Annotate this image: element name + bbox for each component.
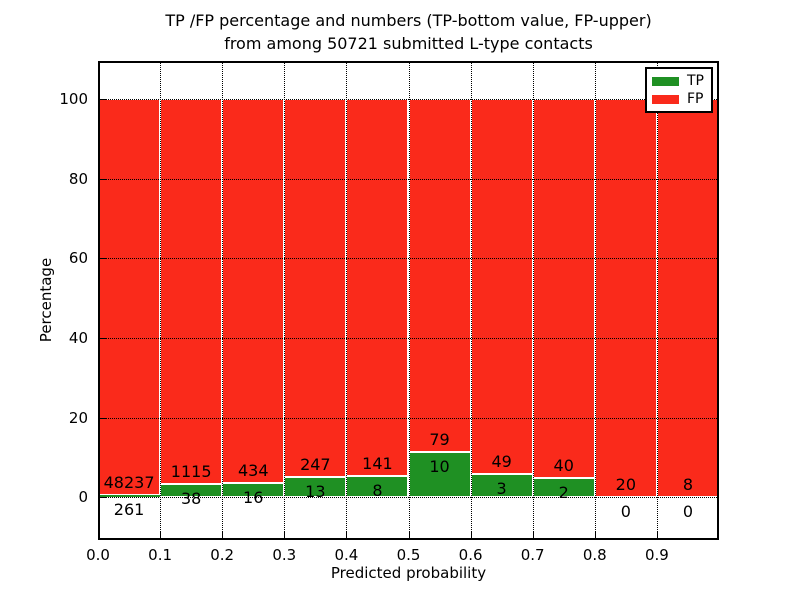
bar-segment-fp <box>656 99 719 497</box>
bar-segment-fp <box>160 99 223 484</box>
x-tick <box>98 532 99 540</box>
x-gridline <box>594 61 596 540</box>
x-gridline <box>222 61 224 540</box>
legend-item-tp: TP <box>652 73 706 89</box>
y-tick-label: 100 <box>59 90 88 109</box>
y-gridline <box>98 497 719 498</box>
x-gridline <box>656 61 658 540</box>
y-gridline <box>98 337 719 339</box>
fp-count-label: 48237 <box>103 472 155 492</box>
tp-count-label: 3 <box>496 479 507 499</box>
x-gridline <box>532 61 534 540</box>
legend-item-fp: FP <box>652 91 706 107</box>
bar-segment-tp <box>98 494 161 497</box>
y-tick <box>98 337 106 339</box>
bar-segment-fp <box>408 99 471 453</box>
x-tick-label: 0.6 <box>458 546 483 564</box>
y-gridline <box>98 258 719 260</box>
x-tick-label: 0.8 <box>582 546 607 564</box>
x-tick <box>656 532 658 540</box>
tp-count-label: 10 <box>429 457 450 477</box>
legend-label-tp: TP <box>687 73 704 89</box>
tp-count-label: 261 <box>113 499 145 519</box>
x-tick <box>346 532 348 540</box>
y-gridline <box>98 417 719 419</box>
tp-count-label: 16 <box>243 487 264 507</box>
x-tick <box>470 532 472 540</box>
fp-count-label: 79 <box>429 430 450 450</box>
x-gridline <box>408 61 410 540</box>
tp-count-label: 0 <box>682 502 694 521</box>
bar-segment-tp <box>408 452 471 497</box>
y-tick <box>98 417 106 419</box>
x-tick <box>222 532 224 540</box>
legend-swatch-fp <box>652 94 679 104</box>
x-tick <box>284 532 286 540</box>
x-gridline <box>470 61 472 540</box>
x-tick <box>160 532 162 540</box>
y-tick <box>98 99 106 101</box>
fp-count-label: 1115 <box>170 461 212 481</box>
bar-segment-fp <box>594 99 657 497</box>
y-tick-label: 40 <box>68 328 88 347</box>
x-tick-label: 0.2 <box>210 546 235 564</box>
y-tick-label: 0 <box>78 488 88 506</box>
chart-title-line2: from among 50721 submitted L-type contac… <box>224 34 593 53</box>
x-tick <box>532 532 534 540</box>
fp-count-label: 49 <box>491 452 512 472</box>
x-tick-label: 0.5 <box>396 546 421 564</box>
y-tick <box>98 178 106 180</box>
x-tick-label: 0.9 <box>644 546 669 564</box>
bar-segment-fp <box>532 99 595 479</box>
x-axis-label: Predicted probability <box>330 564 487 582</box>
bar-segment-fp <box>470 99 533 475</box>
tp-count-label: 0 <box>620 502 631 521</box>
legend-swatch-tp <box>652 76 679 86</box>
x-tick <box>594 532 596 540</box>
x-tick-label: 0.0 <box>86 546 110 564</box>
x-gridline <box>160 61 162 540</box>
y-tick <box>98 497 106 498</box>
tp-count-label: 13 <box>305 482 326 502</box>
fp-count-label: 40 <box>553 456 574 476</box>
fp-count-label: 434 <box>237 460 269 480</box>
legend-label-fp: FP <box>687 91 704 107</box>
legend: TP FP <box>645 67 713 113</box>
y-gridline <box>98 178 719 180</box>
plot-area: 48237 261 1115 38 434 16 247 13 141 8 79 10 49 3 40 2 20… <box>98 61 719 540</box>
y-tick-label: 80 <box>68 169 88 188</box>
bar-segment-fp <box>346 99 409 476</box>
fp-count-label: 247 <box>300 455 331 475</box>
x-gridline <box>284 61 286 540</box>
y-tick <box>98 258 106 260</box>
x-tick-label: 0.3 <box>272 546 297 564</box>
tp-count-label: 8 <box>372 480 383 500</box>
bar-segment-fp <box>222 99 285 483</box>
y-tick-label: 60 <box>68 249 88 268</box>
y-gridline <box>98 99 719 101</box>
x-tick-label: 0.7 <box>520 546 545 564</box>
x-tick-label: 0.1 <box>148 546 173 564</box>
bar-segment-fp <box>284 99 347 478</box>
bar-segment-fp <box>98 99 161 495</box>
chart-title-line1: TP /FP percentage and numbers (TP-bottom… <box>165 11 652 30</box>
fp-count-label: 8 <box>682 475 694 494</box>
x-tick-label: 0.4 <box>334 546 359 564</box>
fp-count-label: 141 <box>362 453 393 473</box>
fp-count-label: 20 <box>615 475 637 494</box>
tp-count-label: 2 <box>558 483 569 503</box>
x-gridline <box>346 61 348 540</box>
x-tick <box>408 532 410 540</box>
tp-count-label: 38 <box>180 488 202 508</box>
y-tick-label: 20 <box>68 408 88 427</box>
